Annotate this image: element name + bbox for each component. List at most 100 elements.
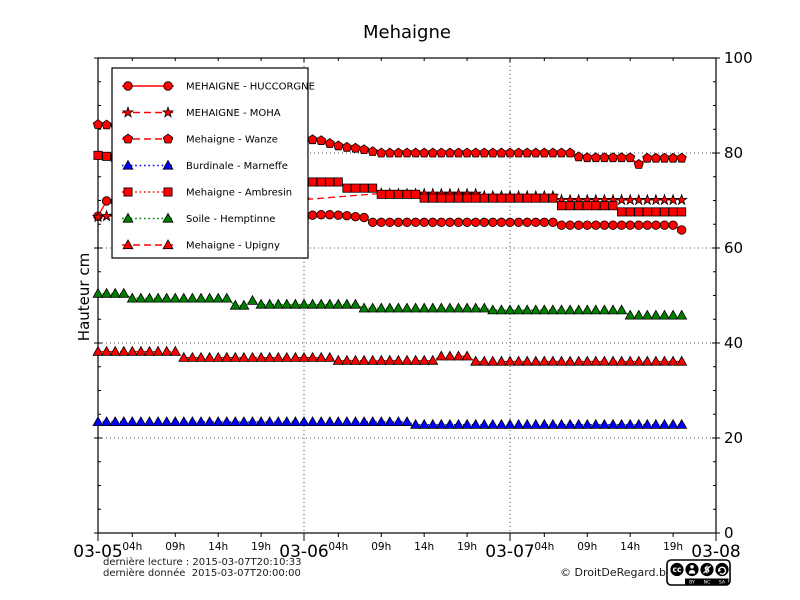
y-tick-label: 100: [724, 49, 753, 67]
marker-triangle: [118, 287, 130, 298]
marker-triangle: [229, 299, 241, 310]
marker-triangle: [298, 351, 310, 362]
x-hour-label: 19h: [251, 541, 271, 553]
marker-square: [591, 201, 601, 211]
marker-triangle: [358, 354, 370, 365]
marker-circle: [539, 217, 550, 228]
marker-circle: [582, 220, 592, 230]
marker-pentagon: [427, 147, 438, 158]
marker-triangle: [581, 355, 593, 366]
marker-triangle: [238, 416, 250, 427]
cc-nc-label: NC: [704, 579, 711, 585]
marker-triangle: [221, 351, 233, 362]
marker-triangle: [349, 298, 362, 309]
marker-triangle: [452, 302, 465, 313]
marker-triangle: [246, 294, 259, 305]
marker-triangle: [521, 355, 533, 366]
marker-pentagon: [444, 147, 456, 158]
marker-square: [548, 193, 558, 203]
marker-triangle: [547, 355, 559, 366]
marker-triangle: [375, 354, 387, 365]
marker-triangle: [487, 304, 499, 315]
marker-triangle: [324, 416, 336, 427]
marker-pentagon: [599, 152, 610, 163]
marker-triangle: [538, 355, 550, 366]
legend-item-mehaigne-wanze: Mehaigne - Wanze: [122, 133, 278, 146]
marker-square: [668, 207, 678, 217]
marker-triangle: [435, 350, 447, 361]
marker-pentagon: [401, 147, 413, 158]
marker-triangle: [332, 354, 344, 365]
marker-triangle: [384, 302, 396, 313]
marker-triangle: [281, 416, 293, 427]
x-hour-label: 09h: [371, 541, 391, 553]
marker-triangle: [272, 351, 284, 362]
marker-circle: [556, 220, 567, 230]
marker-triangle: [143, 292, 156, 303]
marker-pentagon: [642, 152, 653, 163]
marker-triangle: [162, 239, 174, 250]
marker-pentagon: [487, 147, 498, 158]
marker-pentagon: [162, 133, 174, 144]
x-day-label: 03-05: [73, 542, 122, 562]
marker-triangle: [349, 354, 362, 365]
marker-triangle: [122, 239, 134, 250]
marker-pentagon: [410, 147, 421, 158]
marker-star: [615, 193, 628, 206]
marker-triangle: [435, 302, 447, 313]
y-axis-title: Hauteur cm: [75, 252, 93, 342]
marker-circle: [410, 217, 421, 228]
legend-label: MEHAIGNE - HUCCORGNE: [186, 82, 315, 93]
marker-square: [402, 189, 412, 199]
marker-pentagon: [616, 152, 627, 163]
marker-triangle: [307, 416, 319, 427]
marker-triangle: [307, 298, 319, 309]
marker-pentagon: [461, 147, 473, 158]
marker-triangle: [186, 292, 198, 303]
marker-triangle: [444, 418, 456, 429]
marker-pentagon: [530, 147, 541, 158]
marker-triangle: [470, 302, 482, 313]
marker-square: [428, 193, 438, 203]
marker-pentagon: [393, 147, 404, 158]
marker-triangle: [401, 302, 413, 313]
marker-circle: [307, 210, 318, 220]
marker-triangle: [358, 302, 370, 313]
marker-circle: [548, 217, 558, 228]
marker-triangle: [169, 345, 181, 356]
marker-star: [623, 193, 637, 206]
marker-triangle: [264, 351, 276, 362]
marker-square: [359, 183, 369, 193]
cc-icon: cc: [670, 562, 684, 577]
marker-circle: [325, 210, 335, 220]
marker-triangle: [461, 418, 473, 429]
marker-circle: [573, 220, 584, 230]
marker-triangle: [118, 416, 130, 427]
marker-square: [102, 151, 112, 161]
marker-triangle: [624, 309, 636, 320]
series-mehaigne-upigny: [92, 345, 688, 366]
marker-pentagon: [341, 141, 353, 152]
marker-pentagon: [384, 147, 395, 158]
legend-label: Mehaigne - Ambresin: [186, 188, 292, 199]
marker-triangle: [92, 287, 104, 298]
marker-triangle: [341, 416, 353, 427]
cc-by-label: BY: [689, 579, 695, 585]
marker-triangle: [161, 416, 173, 427]
marker-triangle: [246, 416, 259, 427]
axis-labels: 03-05 03-06 03-07 03-08 04h 09h 14h 19h 04h 09h 14…: [73, 49, 752, 562]
marker-circle: [668, 220, 678, 230]
marker-circle: [101, 196, 112, 206]
marker-circle: [428, 217, 438, 228]
marker-triangle: [375, 302, 387, 313]
marker-circle: [316, 210, 326, 220]
marker-triangle: [135, 416, 147, 427]
marker-square: [411, 189, 421, 199]
x-hour-label: 14h: [208, 541, 228, 553]
marker-triangle: [289, 351, 301, 362]
marker-square: [350, 183, 360, 193]
axis-ticks: [94, 57, 720, 541]
marker-square: [342, 183, 352, 193]
marker-triangle: [169, 292, 181, 303]
marker-triangle: [504, 355, 516, 366]
